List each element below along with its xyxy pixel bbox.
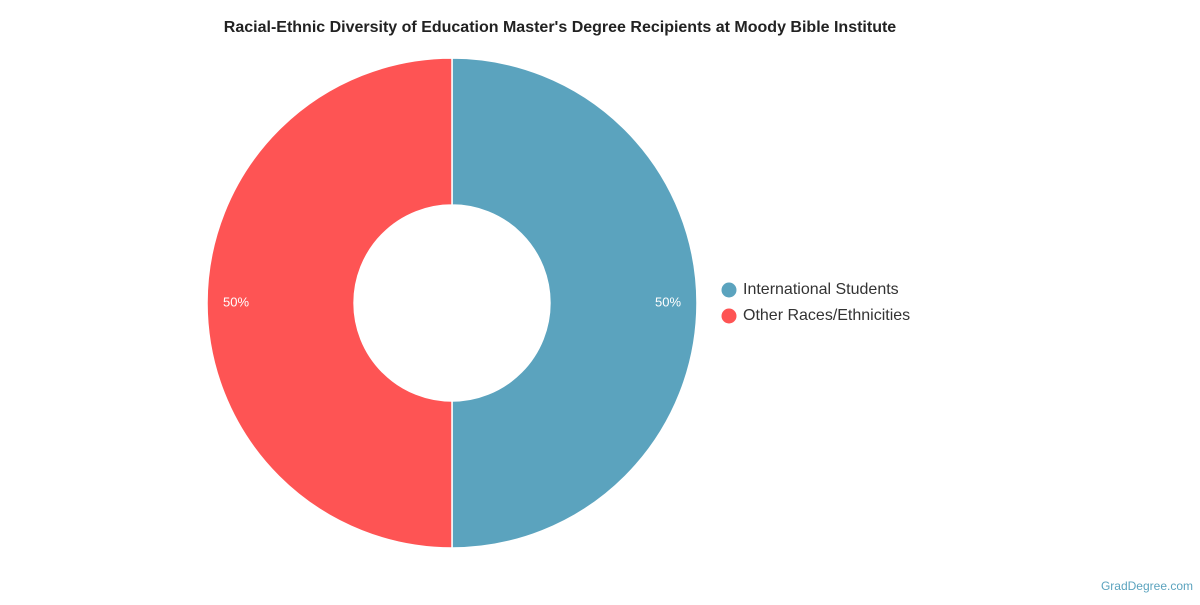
legend-marker [721,308,737,324]
legend-marker [721,282,737,298]
data-label: 50% [655,294,681,309]
legend-label: International Students [743,281,899,298]
chart-title: Racial-Ethnic Diversity of Education Mas… [224,19,897,36]
legend-label: Other Races/Ethnicities [743,307,910,324]
slice [206,57,453,549]
data-label: 50% [223,294,249,309]
source-credit: GradDegree.com [1101,579,1193,593]
slice [451,57,698,549]
